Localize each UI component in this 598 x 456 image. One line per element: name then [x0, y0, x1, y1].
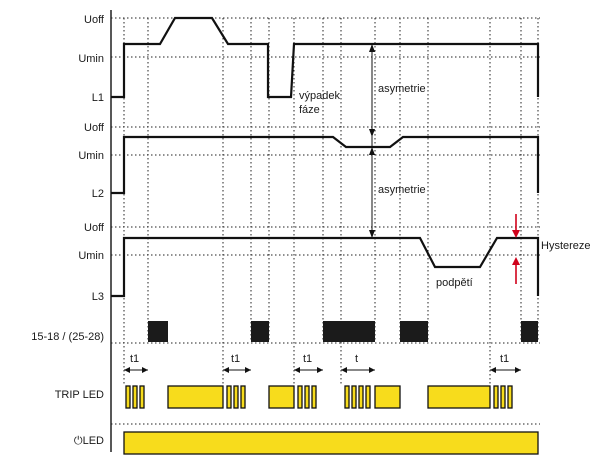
l2-waveform	[111, 135, 540, 195]
trip-led-pulse	[240, 385, 246, 409]
l2-phase-label: L2	[92, 188, 104, 200]
l3-uoff-label: Uoff	[84, 222, 105, 234]
trip-led-pulse	[351, 385, 357, 409]
l1-umin-label: Umin	[78, 53, 104, 65]
trip-led-pulse	[507, 385, 513, 409]
power-led-signal	[123, 431, 539, 455]
l1-uoff-label: Uoff	[84, 14, 105, 26]
hysteresis-arrows	[512, 214, 520, 284]
trip-led-on	[268, 385, 295, 409]
timing-label-t1: t1	[500, 353, 509, 365]
l1-phase-label: L1	[92, 92, 104, 104]
asymmetry-annotation-2: asymetrie	[378, 184, 426, 196]
trip-led-pulse	[125, 385, 131, 409]
l1-waveform	[111, 16, 540, 99]
trip-led-pulse	[344, 385, 350, 409]
relay-output-signal	[148, 321, 538, 342]
trip-led-pulse	[304, 385, 310, 409]
trip-led-pulse	[311, 385, 317, 409]
trip-led-pulse	[365, 385, 371, 409]
phase-loss-annotation-line1: výpadek	[299, 90, 340, 102]
timing-markers	[124, 367, 521, 373]
trip-led-pulse	[226, 385, 232, 409]
relay-output-label: 15-18 / (25-28)	[31, 331, 104, 343]
trip-led-pulse	[493, 385, 499, 409]
trip-led-pulse	[132, 385, 138, 409]
trip-led-on	[427, 385, 491, 409]
relay-on-block	[323, 321, 375, 342]
trip-led-pulse	[139, 385, 145, 409]
trip-led-pulse	[500, 385, 506, 409]
l3-umin-label: Umin	[78, 250, 104, 262]
relay-on-block	[521, 321, 538, 342]
l3-waveform	[111, 236, 540, 298]
l2-uoff-label: Uoff	[84, 122, 105, 134]
trip-led-pulse	[358, 385, 364, 409]
power-led-label: ⏻LED	[74, 435, 104, 447]
trip-led-on	[167, 385, 224, 409]
relay-on-block	[148, 321, 168, 342]
hysteresis-annotation: Hystereze	[541, 240, 591, 252]
undervoltage-annotation: podpětí	[436, 277, 473, 289]
asymmetry-annotation-1: asymetrie	[378, 83, 426, 95]
relay-on-block	[251, 321, 269, 342]
trip-led-pulse	[297, 385, 303, 409]
timing-label-t1: t1	[130, 353, 139, 365]
l2-umin-label: Umin	[78, 150, 104, 162]
asymmetry-dimension	[369, 44, 375, 238]
trip-led-pulse	[233, 385, 239, 409]
timing-label-t: t	[355, 353, 358, 365]
timing-label-t1: t1	[231, 353, 240, 365]
timing-label-t1: t1	[303, 353, 312, 365]
relay-on-block	[400, 321, 428, 342]
l3-phase-label: L3	[92, 291, 104, 303]
trip-led-on	[374, 385, 401, 409]
trip-led-signal	[125, 385, 513, 409]
horizontal-guides	[111, 17, 540, 425]
trip-led-label: TRIP LED	[55, 389, 104, 401]
phase-loss-annotation-line2: fáze	[299, 104, 320, 116]
